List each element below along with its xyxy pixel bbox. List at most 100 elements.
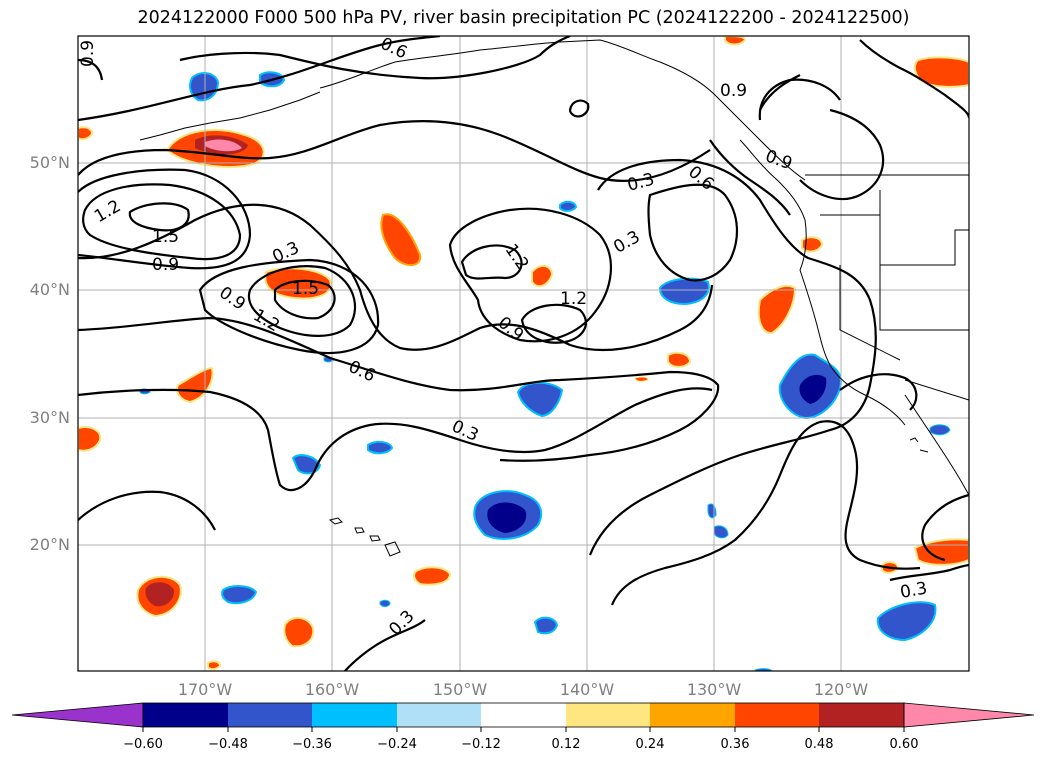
lat-label-30n: 30°N bbox=[29, 408, 70, 427]
colorbar-tick-label: 0.48 bbox=[804, 737, 834, 752]
lon-label-160w: 160°W bbox=[304, 680, 360, 699]
precip-patch bbox=[221, 585, 258, 605]
pv-contour-se-loop bbox=[921, 493, 969, 562]
precip-patch bbox=[724, 36, 747, 46]
colorbar-segment bbox=[143, 703, 228, 727]
precip-patch bbox=[533, 616, 559, 635]
precip-patch bbox=[78, 426, 102, 452]
colorbar-tick-label: 0.36 bbox=[720, 737, 750, 752]
precip-patch bbox=[380, 213, 422, 267]
contour-label: 1.5 bbox=[152, 227, 179, 247]
colorbar-tick-label: −0.48 bbox=[208, 737, 248, 752]
lat-label-50n: 50°N bbox=[29, 153, 70, 172]
lat-label-20n: 20°N bbox=[29, 535, 70, 554]
pv-contour-1.2-west bbox=[82, 183, 242, 261]
pv-contour-0.9-east bbox=[448, 207, 613, 343]
precip-patch bbox=[283, 616, 315, 648]
precip-patch bbox=[207, 660, 222, 671]
colorbar-segment bbox=[228, 703, 312, 727]
pv-contour-0.6-east bbox=[647, 183, 739, 282]
pv-contour-0.6-long bbox=[78, 316, 720, 462]
precip-patch bbox=[487, 502, 527, 533]
pv-contour-0.3-south-east bbox=[610, 420, 921, 606]
colorbar-segment bbox=[566, 703, 650, 727]
map-frame bbox=[77, 35, 970, 672]
lon-label-150w: 150°W bbox=[432, 680, 488, 699]
lat-label-40n: 40°N bbox=[29, 280, 70, 299]
colorbar bbox=[11, 702, 1035, 732]
pv-contour-1.2-east2 bbox=[520, 303, 587, 344]
pv-contour-0.3-sw bbox=[344, 619, 426, 671]
lon-label-170w: 170°W bbox=[177, 680, 233, 699]
precip-patches bbox=[78, 36, 969, 671]
us-west-coast bbox=[799, 269, 906, 426]
precip-patch bbox=[145, 582, 175, 607]
pv-contour-small-loop bbox=[568, 99, 590, 118]
precip-patch bbox=[205, 139, 242, 152]
hawaii-islands bbox=[328, 517, 401, 557]
colorbar-tick-label: 0.60 bbox=[889, 737, 919, 752]
colorbar-outline bbox=[142, 702, 905, 728]
contour-label: 1.5 bbox=[292, 279, 319, 299]
colorbar-segment bbox=[650, 703, 735, 727]
pv-contour-0.6-north bbox=[78, 36, 441, 122]
pv-contour-coast bbox=[709, 139, 791, 216]
precip-patch bbox=[413, 566, 452, 586]
contour-label: 0.3 bbox=[899, 579, 929, 603]
baja-peninsula bbox=[904, 394, 969, 496]
lon-label-140w: 140°W bbox=[559, 680, 615, 699]
pv-contour-sw-ridge bbox=[78, 490, 216, 531]
precip-patch bbox=[913, 538, 969, 566]
state-borders bbox=[820, 190, 969, 401]
precip-patch bbox=[799, 374, 827, 404]
precip-patch bbox=[531, 264, 554, 288]
precip-patch bbox=[379, 599, 391, 608]
pv-contour-1.5-west bbox=[128, 202, 190, 232]
colorbar-tick-label: 0.24 bbox=[635, 737, 665, 752]
precip-patch bbox=[757, 284, 797, 334]
pv-contour-far-east bbox=[839, 373, 918, 411]
lon-label-120w: 120°W bbox=[813, 680, 869, 699]
precip-patch bbox=[667, 351, 692, 368]
pv-contour-0.3-se bbox=[889, 563, 969, 582]
pv-contour-0.3-main bbox=[78, 120, 711, 182]
precip-patch bbox=[291, 454, 322, 475]
contour-label: 0.9 bbox=[78, 40, 98, 67]
pv-contour-0.6-mid bbox=[78, 203, 714, 352]
lon-label-130w: 130°W bbox=[686, 680, 742, 699]
pv-contour-0.9-nw bbox=[78, 58, 104, 81]
pv-contour-0.3-east bbox=[588, 158, 877, 556]
alaska-coast bbox=[319, 39, 806, 181]
pv-contours bbox=[78, 36, 969, 671]
pv-contour-ne-top bbox=[859, 39, 969, 119]
pv-contour-0.9-west bbox=[78, 168, 252, 270]
contour-label: 0.9 bbox=[152, 255, 179, 275]
colorbar-tick-label: −0.12 bbox=[461, 737, 501, 752]
precip-patch bbox=[559, 200, 578, 212]
precip-patch bbox=[913, 56, 969, 88]
pv-contour-0.9-low bbox=[198, 258, 380, 354]
precip-patch bbox=[189, 72, 220, 102]
precip-patch bbox=[876, 601, 937, 642]
colorbar-tick-label: −0.60 bbox=[123, 737, 163, 752]
pv-contour-north-east bbox=[759, 74, 885, 200]
bc-coast bbox=[739, 139, 807, 271]
contour-label: 0.9 bbox=[720, 81, 747, 101]
colorbar-segment bbox=[481, 703, 566, 727]
precip-patch bbox=[78, 126, 94, 141]
pv-contour-1.2-low bbox=[247, 265, 356, 337]
map-title: 2024122000 F000 500 hPa PV, river basin … bbox=[137, 8, 910, 28]
colorbar-segment bbox=[819, 703, 904, 727]
colorbar-segment bbox=[735, 703, 819, 727]
pv-contour-ne-loop bbox=[758, 78, 841, 121]
colorbar-segment bbox=[312, 703, 397, 727]
precip-patch bbox=[929, 424, 951, 436]
pv-contour-1.5-low bbox=[273, 279, 336, 320]
colorbar-tick-label: −0.24 bbox=[377, 737, 417, 752]
precip-patch bbox=[713, 525, 729, 539]
precip-patch bbox=[176, 366, 214, 404]
pv-contour-1.2-east bbox=[460, 244, 523, 280]
contour-label: 1.2 bbox=[560, 289, 587, 309]
aleutian-islands bbox=[139, 91, 321, 141]
